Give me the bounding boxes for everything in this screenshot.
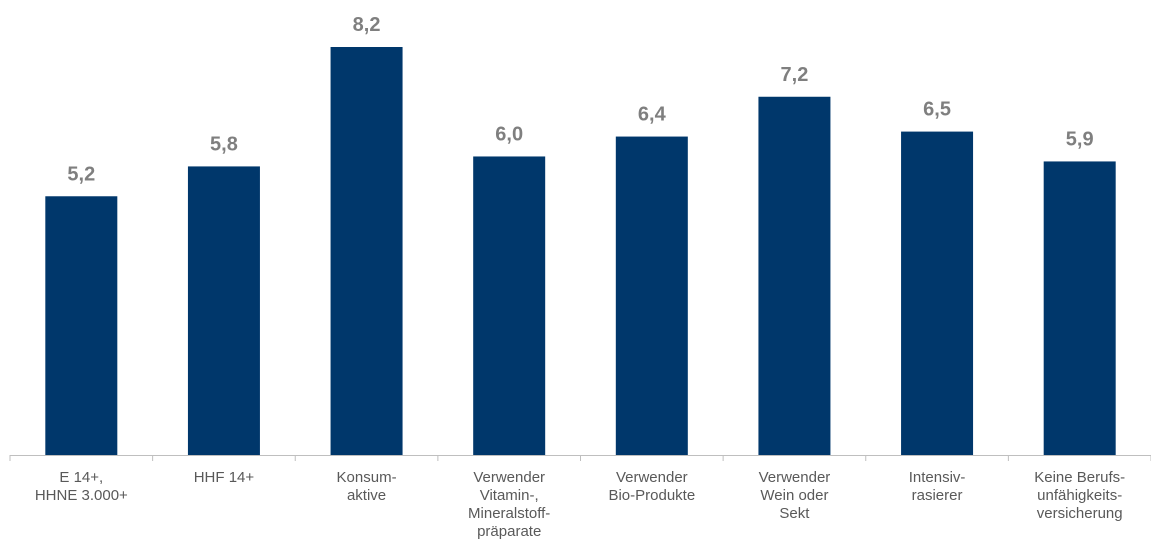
bar (187, 166, 260, 456)
bar-value-label: 8,2 (353, 14, 381, 36)
category-label: Intensiv-rasierer (909, 469, 966, 504)
bar-value-label: 5,9 (1066, 128, 1094, 150)
bar (758, 96, 831, 455)
category-label-line: Intensiv- (909, 469, 966, 486)
category-label-line: präparate (477, 523, 541, 540)
category-label-line: Verwender (759, 469, 831, 486)
category-label-line: aktive (347, 487, 386, 504)
category-label-line: versicherung (1037, 505, 1123, 522)
category-label: E 14+, HHNE 3.000+ (35, 469, 128, 504)
category-label-line: Verwender (473, 469, 545, 486)
category-label-line: Wein oder (760, 487, 828, 504)
x-axis-ticks-group (9, 455, 1151, 461)
category-label-line: Verwender (616, 469, 688, 486)
category-label-line: rasierer (912, 487, 963, 504)
category-label: Keine Berufs-unfähigkeits-versicherung (1034, 469, 1125, 522)
category-label-line: unfähigkeits- (1037, 487, 1122, 504)
bar (473, 156, 546, 455)
bars-group (45, 47, 1116, 456)
bar (45, 196, 118, 455)
category-label: HHF 14+ (194, 469, 255, 486)
category-label-line: Bio-Produkte (608, 487, 695, 504)
category-label-line: Vitamin-, (480, 487, 539, 504)
bar (901, 131, 974, 455)
category-label-line: Sekt (779, 505, 810, 522)
bar (330, 47, 403, 455)
category-label: Verwender Vitamin-, Mineralstoff-präparate (468, 469, 550, 540)
category-label-line: HHF 14+ (194, 469, 255, 486)
category-label-line: Keine Berufs- (1034, 469, 1125, 486)
bar (1043, 161, 1116, 455)
bar-value-label: 6,5 (923, 99, 951, 121)
value-labels-group: 5,2 5,8 8,2 6,0 6,4 7,2 6,5 5,9 (67, 14, 1093, 185)
category-label-line: HHNE 3.000+ (35, 487, 128, 504)
bar-value-label: 5,8 (210, 133, 238, 155)
category-label: Konsum-aktive (337, 469, 397, 504)
category-label-line: Konsum- (337, 469, 397, 486)
category-label: Verwender Wein oder Sekt (759, 469, 831, 522)
bar-value-label: 5,2 (67, 163, 95, 185)
category-label: Verwender Bio-Produkte (608, 469, 695, 504)
category-label-line: E 14+, (59, 469, 103, 486)
bar-value-label: 7,2 (781, 64, 809, 86)
bar-value-label: 6,0 (495, 123, 523, 145)
category-labels-group: E 14+, HHNE 3.000+ HHF 14+ Konsum-aktive Ver… (35, 469, 1125, 540)
category-label-line: Mineralstoff- (468, 505, 550, 522)
bar-value-label: 6,4 (638, 104, 667, 126)
bar (615, 136, 688, 455)
